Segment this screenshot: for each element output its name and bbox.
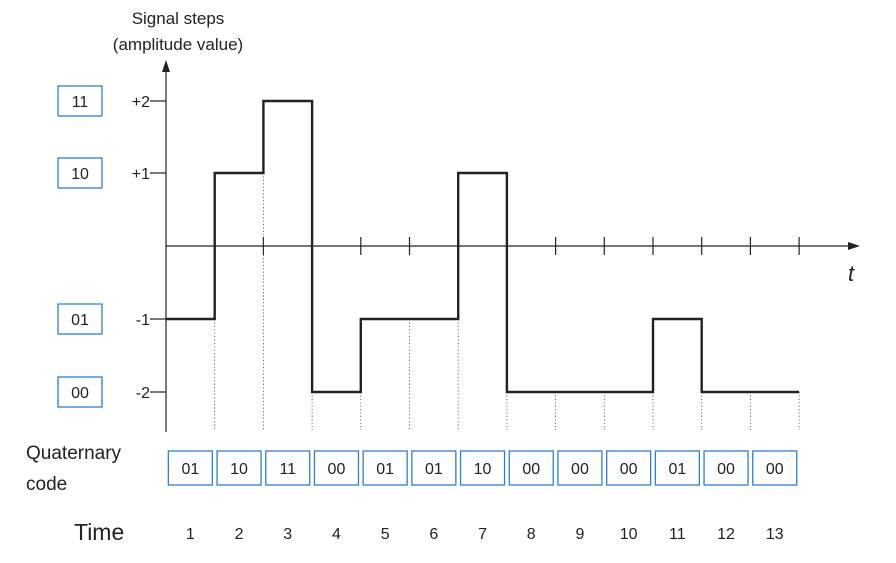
- quaternary-label-line1: Quaternary: [26, 443, 122, 464]
- y-axis-arrow-icon: [162, 60, 170, 72]
- code-box: [654, 450, 700, 486]
- level-code-text: 11: [72, 94, 89, 111]
- code-box: [265, 450, 311, 486]
- dotted-guides: [214, 173, 800, 430]
- time-value: 12: [717, 526, 735, 543]
- quaternary-label-line2: code: [26, 474, 67, 495]
- t-axis-label: t: [848, 261, 855, 286]
- code-text: 01: [668, 461, 686, 478]
- code-box: [557, 450, 603, 486]
- level-value-label: +2: [132, 94, 150, 111]
- code-text: 00: [522, 461, 540, 478]
- time-value: 3: [283, 526, 292, 543]
- code-box: [752, 450, 798, 486]
- code-text: 10: [474, 461, 492, 478]
- time-value: 9: [575, 526, 584, 543]
- time-value: 7: [478, 526, 487, 543]
- level-value-label: -1: [136, 312, 150, 329]
- code-box: [459, 450, 506, 486]
- time-value: 8: [527, 526, 536, 543]
- code-box: [411, 450, 457, 486]
- code-text: 00: [766, 461, 784, 478]
- code-box: [167, 450, 214, 486]
- time-label: Time: [74, 519, 124, 545]
- code-text: 00: [328, 461, 346, 478]
- code-text: 11: [279, 461, 296, 478]
- time-value: 11: [669, 526, 686, 543]
- code-box: [508, 450, 554, 486]
- code-text: 10: [230, 461, 248, 478]
- code-text: 00: [571, 461, 589, 478]
- code-box: [703, 450, 749, 486]
- code-box: [362, 450, 408, 486]
- code-text: 01: [181, 461, 199, 478]
- level-code-text: 01: [71, 312, 89, 329]
- t-axis-arrow-icon: [848, 242, 860, 250]
- level-code-box: [57, 303, 103, 335]
- code-box: [216, 450, 262, 486]
- level-code-text: 00: [71, 385, 89, 402]
- quaternary-code-row: 01 10 11 00 01 01 10 00 00 00 01 00 00: [167, 450, 798, 486]
- time-value: 5: [381, 526, 390, 543]
- y-axis-title-line1: Signal steps: [132, 9, 225, 28]
- level-code-box: [57, 157, 103, 189]
- code-box: [313, 450, 360, 486]
- level-value-label: -2: [136, 385, 150, 402]
- time-value: 4: [332, 526, 341, 543]
- time-row: 1 2 3 4 5 6 7 8 9 10 11 12 13: [186, 526, 784, 543]
- code-text: 01: [376, 461, 394, 478]
- code-text: 01: [425, 461, 443, 478]
- level-rows: 11 +2 10 +1 01 -1 00 -2: [57, 85, 166, 408]
- time-value: 1: [186, 526, 195, 543]
- level-code-text: 10: [71, 166, 89, 183]
- level-value-label: +1: [132, 166, 150, 183]
- time-value: 2: [235, 526, 244, 543]
- y-axis-title-line2: (amplitude value): [113, 35, 243, 54]
- signal-step-line: [166, 99, 800, 394]
- code-text: 00: [620, 461, 638, 478]
- time-value: 10: [620, 526, 638, 543]
- level-code-box: [57, 376, 103, 408]
- time-value: 13: [766, 526, 784, 543]
- code-text: 00: [717, 461, 735, 478]
- code-box: [606, 450, 652, 486]
- time-value: 6: [429, 526, 438, 543]
- level-code-box: [57, 85, 103, 117]
